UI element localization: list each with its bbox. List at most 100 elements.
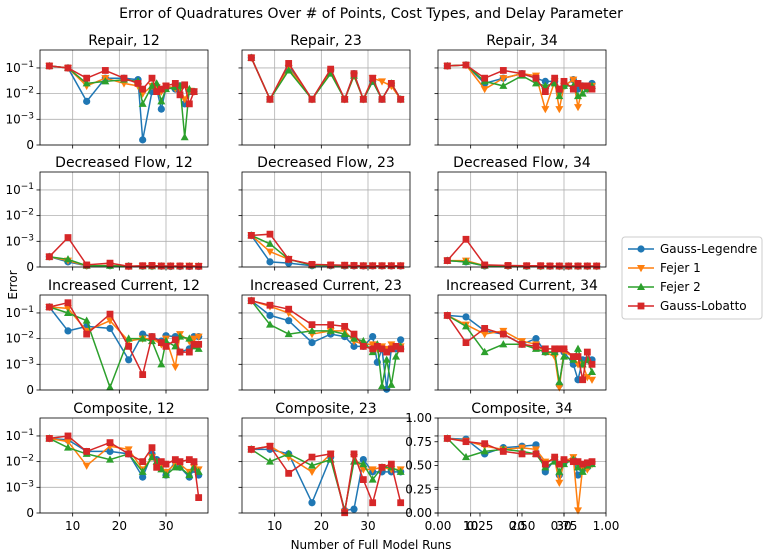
data-point: [499, 81, 508, 89]
data-point: [369, 74, 377, 82]
data-point: [359, 459, 368, 468]
data-point: [171, 80, 179, 87]
data-point: [369, 262, 377, 270]
data-point: [308, 321, 316, 329]
axes-frame: [437, 49, 607, 146]
axes-frame: [39, 49, 209, 146]
data-point: [541, 81, 550, 89]
data-point: [462, 339, 470, 347]
overlay-x-tick-label: 0.75: [551, 519, 578, 533]
data-point: [266, 248, 274, 256]
series-gauss-lobatto: [443, 235, 601, 270]
data-point: [583, 82, 591, 90]
subplot-9: Increased Current, 34: [434, 278, 607, 394]
data-point: [327, 321, 335, 329]
subplot-title: Repair, 23: [290, 33, 362, 49]
y-tick-label: 10−2: [5, 454, 34, 469]
y-tick-label: 0: [26, 138, 34, 152]
data-point: [167, 262, 175, 270]
data-point: [480, 347, 489, 356]
overlay-x-tick-label: 1.00: [593, 519, 620, 533]
legend-label: Fejer 2: [660, 280, 701, 294]
subplot-title: Decreased Flow, 34: [453, 155, 591, 171]
data-point: [171, 363, 180, 372]
data-point: [378, 95, 386, 103]
data-point: [518, 70, 526, 78]
data-point: [583, 262, 591, 270]
subplot-title: Increased Current, 34: [446, 278, 598, 294]
series-gauss-lobatto: [247, 54, 405, 103]
data-point: [541, 106, 550, 114]
x-tick-label: 20: [112, 519, 127, 533]
data-point: [532, 79, 540, 87]
subplot-title: Increased Current, 23: [250, 278, 402, 294]
data-point: [176, 262, 184, 270]
data-point: [138, 334, 147, 342]
series-gauss-lobatto: [443, 435, 596, 468]
data-point: [106, 310, 114, 318]
x-tick-label: 10: [267, 519, 282, 533]
data-point: [541, 345, 549, 353]
data-point: [392, 342, 400, 350]
data-point: [162, 460, 170, 468]
series-gauss-lobatto: [45, 432, 203, 501]
data-point: [359, 336, 368, 345]
data-point: [555, 262, 563, 270]
data-point: [285, 469, 293, 477]
subplot-grid: Repair, 12 0 10−3 10−2 10−1 Repair, 23 Repair,…: [5, 33, 619, 533]
data-point: [106, 324, 114, 333]
data-point: [64, 299, 72, 307]
data-point: [148, 333, 156, 341]
data-point: [106, 383, 114, 391]
data-point: [504, 262, 512, 269]
data-point: [387, 80, 395, 87]
data-point: [176, 463, 184, 471]
data-point: [565, 262, 573, 270]
subplot-2: Repair, 23: [238, 33, 411, 149]
data-point: [541, 77, 549, 85]
subplot-7: Increased Current, 12 0 10−3 10−2 10−1: [5, 278, 209, 397]
figure-xlabel: Number of Full Model Runs: [291, 538, 452, 552]
subplot-4: Decreased Flow, 12 0 10−3 10−2 10−1: [5, 155, 209, 274]
data-point: [162, 342, 170, 350]
data-point: [308, 453, 316, 461]
data-point: [138, 467, 147, 475]
data-point: [359, 95, 367, 103]
subplot-title: Increased Current, 12: [48, 278, 200, 294]
data-point: [139, 473, 147, 481]
data-point: [247, 297, 255, 305]
legend-frame: [621, 236, 763, 320]
data-point: [574, 463, 582, 471]
axes-frame: [437, 417, 607, 514]
data-point: [83, 448, 91, 455]
data-point: [64, 308, 72, 316]
subplot-8: Increased Current, 23: [238, 278, 411, 394]
data-point: [350, 334, 358, 342]
data-point: [125, 356, 133, 364]
data-point: [462, 452, 470, 461]
data-point: [45, 303, 53, 311]
subplot-title: Composite, 23: [275, 401, 376, 417]
data-point: [574, 91, 582, 100]
data-point: [555, 460, 563, 468]
legend-marker: [637, 265, 645, 273]
data-point: [443, 435, 451, 442]
data-point: [82, 316, 91, 324]
data-point: [266, 95, 274, 103]
data-point: [284, 66, 293, 74]
axes-frame: [241, 294, 411, 391]
data-point: [574, 344, 582, 352]
data-point: [555, 378, 564, 386]
y-tick-label: 10−1: [5, 60, 34, 75]
data-point: [64, 432, 72, 440]
data-point: [247, 445, 255, 453]
data-point: [266, 311, 274, 320]
data-point: [569, 76, 578, 84]
data-point: [185, 456, 193, 464]
series-gauss-lobatto: [45, 299, 203, 378]
data-point: [266, 320, 274, 328]
data-point: [139, 85, 147, 93]
legend-marker: [637, 245, 645, 253]
x-tick-label: 10: [463, 519, 478, 533]
data-point: [134, 80, 142, 87]
